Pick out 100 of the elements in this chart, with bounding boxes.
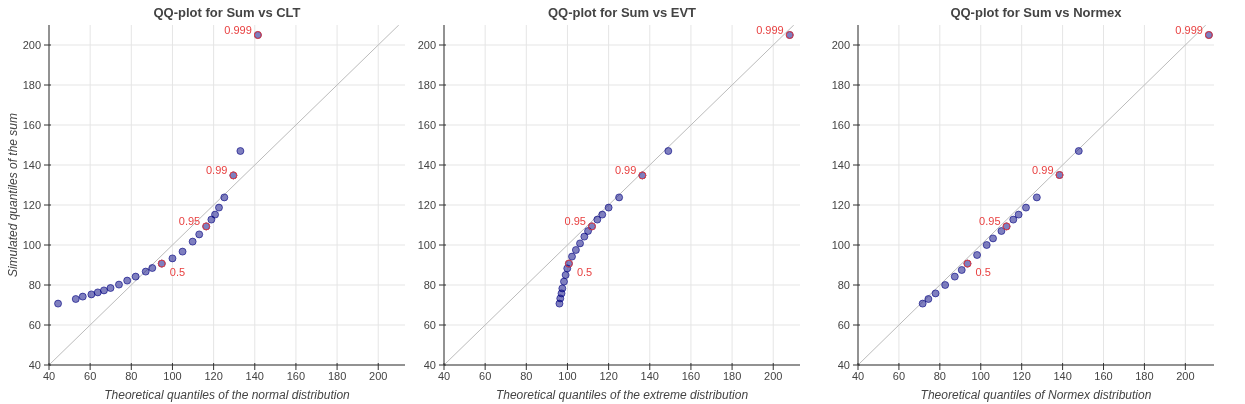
y-tick-label: 40 (28, 359, 41, 371)
point (178, 247, 187, 256)
x-tick-label: 200 (369, 370, 388, 382)
y-tick-label: 200 (417, 39, 436, 51)
point (931, 289, 940, 298)
annotation: 0.95 (564, 215, 586, 228)
point (168, 254, 177, 263)
y-tick-label: 120 (831, 199, 850, 211)
x-tick-label: 120 (1012, 370, 1031, 382)
y-tick-label: 100 (22, 239, 41, 251)
annotation: 0.5 (576, 265, 593, 278)
point (950, 272, 959, 281)
point (924, 295, 933, 303)
x-tick-label: 120 (599, 370, 618, 382)
y-tick-label: 140 (22, 159, 41, 171)
point (989, 234, 998, 243)
point (220, 193, 229, 202)
point (141, 267, 150, 276)
chart-title: QQ-plot for Sum vs EVT (547, 5, 697, 20)
x-tick-label: 80 (520, 370, 533, 382)
chart-title: QQ-plot for Sum vs Normex (950, 5, 1123, 20)
point (1009, 215, 1018, 224)
point (615, 193, 624, 202)
y-tick-label: 80 (837, 279, 850, 291)
annotation: 0.999 (224, 24, 252, 36)
point (598, 210, 607, 219)
point (131, 272, 140, 281)
point (214, 203, 223, 212)
annotation: 0.95 (979, 215, 1001, 228)
point (71, 295, 80, 303)
x-tick-label: 60 (84, 370, 97, 382)
annotation: 0.95 (178, 215, 201, 228)
y-tick-label: 140 (831, 159, 850, 171)
x-tick-label: 100 (163, 370, 182, 382)
y-tick-label: 120 (22, 199, 41, 211)
point (1014, 210, 1023, 219)
point (941, 281, 950, 289)
point (106, 284, 115, 292)
point (593, 215, 602, 224)
x-axis-title: Theoretical quantiles of the extreme distribution (495, 388, 749, 402)
y-tick-label: 100 (417, 239, 436, 251)
y-tick-label: 200 (22, 39, 41, 51)
point (188, 237, 197, 246)
point (559, 277, 568, 286)
point (561, 271, 570, 279)
y-tick-label: 160 (831, 119, 850, 131)
x-tick-label: 100 (971, 370, 990, 382)
point (1021, 203, 1030, 212)
point (568, 252, 576, 261)
x-tick-label: 140 (1053, 370, 1072, 382)
x-tick-label: 80 (933, 370, 946, 382)
x-tick-label: 140 (640, 370, 659, 382)
point (558, 284, 567, 293)
chart-title: QQ-plot for Sum vs CLT (153, 5, 301, 20)
x-tick-label: 60 (479, 370, 492, 382)
point (195, 230, 204, 239)
x-tick-label: 120 (204, 370, 223, 382)
point (576, 239, 585, 248)
point (1032, 193, 1041, 202)
y-tick-label: 200 (831, 39, 850, 51)
annotation: 0.99 (614, 164, 637, 177)
point (1074, 147, 1083, 155)
point (571, 246, 580, 254)
y-tick-label: 80 (423, 279, 436, 291)
point (54, 299, 63, 308)
y-tick-label: 80 (28, 279, 41, 291)
point (973, 251, 982, 259)
point (997, 227, 1006, 235)
x-axis-title: Theoretical quantiles of Normex distribution (920, 388, 1152, 402)
point (918, 299, 927, 308)
x-tick-label: 40 (437, 370, 451, 382)
annotation: 0.5 (975, 265, 991, 278)
x-tick-label: 160 (1094, 370, 1113, 382)
annotation: 0.999 (756, 24, 784, 36)
x-tick-label: 100 (558, 370, 577, 382)
x-tick-label: 160 (681, 370, 701, 382)
point (123, 276, 132, 285)
x-tick-label: 40 (42, 370, 56, 382)
x-axis-title: Theoretical quantiles of the normal distribution (104, 388, 351, 402)
y-tick-label: 120 (417, 199, 436, 211)
point (148, 264, 157, 272)
point (211, 210, 220, 219)
y-tick-label: 100 (831, 239, 850, 251)
point (236, 147, 245, 155)
point (78, 292, 87, 301)
y-tick-label: 180 (831, 79, 850, 91)
y-tick-label: 40 (837, 359, 850, 371)
y-tick-label: 160 (417, 119, 436, 131)
annotation: 0.999 (1175, 24, 1203, 36)
point (207, 215, 216, 224)
y-tick-label: 60 (423, 319, 436, 331)
point (99, 286, 108, 295)
point (114, 280, 123, 289)
point (93, 288, 102, 297)
point (982, 241, 991, 249)
x-tick-label: 200 (764, 370, 783, 382)
x-tick-label: 60 (892, 370, 906, 382)
x-tick-label: 160 (286, 370, 306, 382)
y-tick-label: 60 (28, 319, 41, 331)
y-tick-label: 180 (417, 79, 436, 91)
